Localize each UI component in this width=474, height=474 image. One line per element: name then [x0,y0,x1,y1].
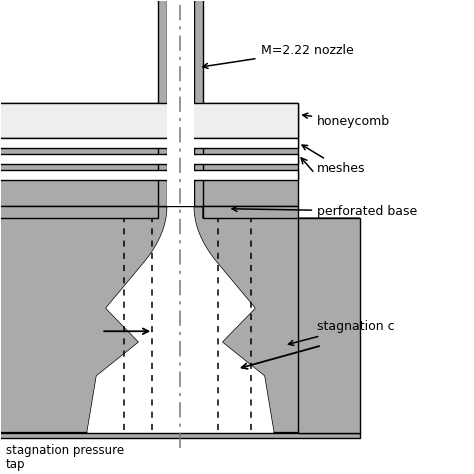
Polygon shape [0,103,298,138]
Polygon shape [194,206,359,433]
Polygon shape [194,0,203,206]
Polygon shape [0,206,158,218]
Polygon shape [0,206,167,433]
Polygon shape [0,170,298,181]
Polygon shape [203,206,298,218]
Polygon shape [0,138,298,148]
Polygon shape [0,103,298,206]
Text: tap: tap [6,457,26,471]
Polygon shape [158,0,167,206]
Text: perforated base: perforated base [232,205,418,218]
Polygon shape [298,218,359,433]
Polygon shape [0,433,359,438]
Polygon shape [0,154,298,164]
Text: M=2.22 nozzle: M=2.22 nozzle [203,45,353,68]
Polygon shape [87,206,274,433]
Polygon shape [167,0,194,206]
Text: honeycomb: honeycomb [303,113,390,128]
Text: stagnation c: stagnation c [289,320,395,346]
Text: meshes: meshes [302,145,365,175]
Text: stagnation pressure: stagnation pressure [6,445,124,457]
